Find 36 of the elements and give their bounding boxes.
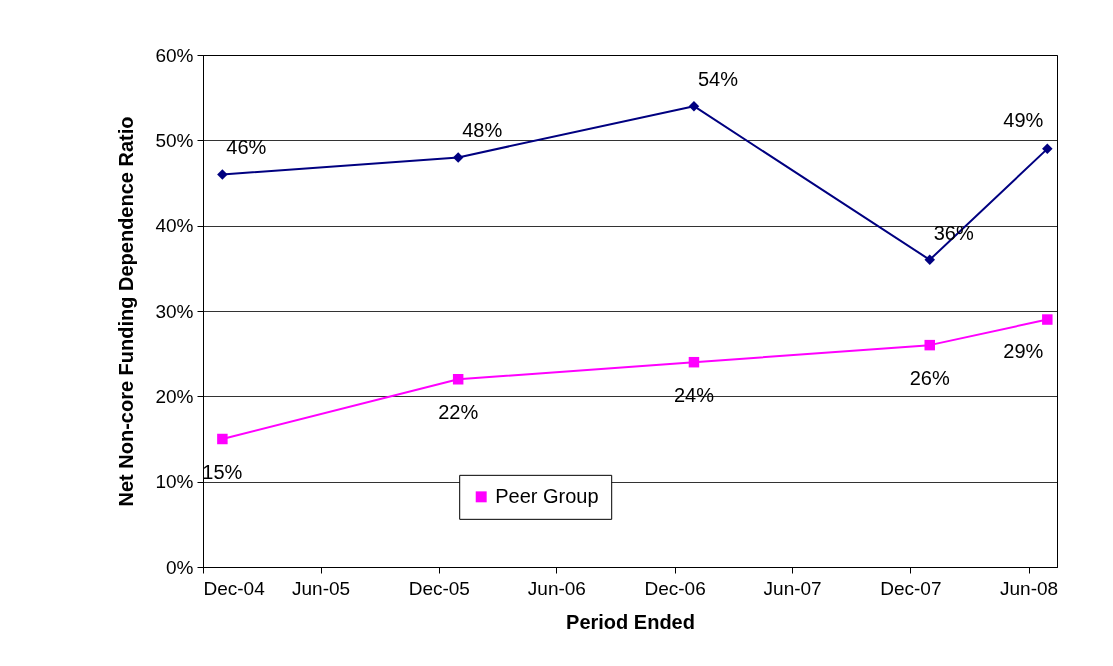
x-tick-label: Dec-06 (644, 577, 706, 599)
legend-label: Peer Group (495, 484, 599, 507)
point (924, 339, 935, 351)
x-tick-label: Dec-05 (408, 577, 470, 599)
y-tick-label: 0% (166, 556, 194, 578)
x-tick-label: Jun-05 (292, 577, 351, 599)
data-label: 29% (1003, 339, 1044, 362)
point (452, 152, 464, 163)
x-tick-label: Jun-06 (527, 577, 586, 599)
data-label: 54% (697, 68, 739, 91)
point (217, 433, 228, 445)
point (924, 254, 935, 266)
data-label: 22% (438, 401, 479, 424)
y-tick-label: 60% (155, 44, 194, 66)
point (217, 169, 228, 180)
point (688, 356, 700, 368)
y-tick-label: 40% (155, 215, 194, 237)
y-tick-label: 30% (155, 300, 194, 322)
point (452, 374, 464, 385)
y-axis-title: Net Non-core Funding Dependence Ratio (115, 116, 138, 507)
data-label: 15% (202, 461, 243, 483)
x-tick-label: Jun-07 (763, 577, 822, 599)
point (688, 100, 700, 112)
y-tick-label: 10% (155, 471, 194, 493)
point (1042, 314, 1053, 325)
data-label: 49% (1003, 108, 1044, 131)
x-tick-label: Jun-08 (1000, 577, 1059, 599)
point (1042, 143, 1053, 155)
data-label: 26% (909, 367, 950, 390)
data-label: 48% (462, 119, 503, 142)
y-tick-label: 20% (155, 385, 194, 407)
x-tick-label: Dec-07 (880, 577, 942, 599)
x-axis-title: Period Ended (566, 610, 695, 633)
data-label: 46% (226, 136, 267, 159)
y-tick-label: 50% (155, 129, 194, 151)
x-tick-label: Dec-04 (203, 577, 266, 599)
